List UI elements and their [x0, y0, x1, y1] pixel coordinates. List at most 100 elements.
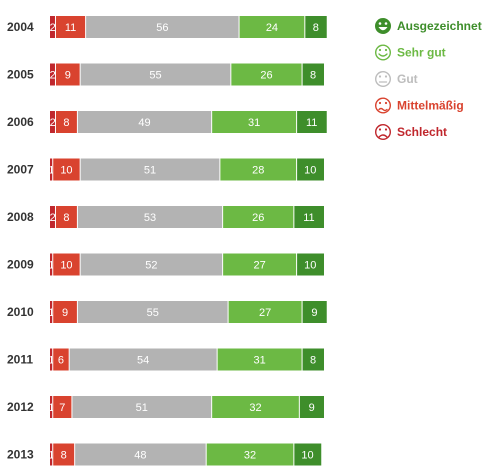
- bar-segment: [302, 301, 327, 323]
- bar-segment: [50, 348, 53, 371]
- data-label: 1: [48, 260, 54, 272]
- neutral-face-icon: [375, 70, 392, 87]
- legend-label: Sehr gut: [397, 46, 446, 60]
- data-label: 1: [48, 307, 54, 319]
- data-label: 52: [145, 260, 157, 272]
- data-label: 1: [48, 165, 54, 177]
- legend-label: Ausgezeichnet: [397, 19, 482, 33]
- unsure-face-icon: [375, 97, 392, 114]
- data-label: 7: [59, 402, 65, 414]
- year-label: 2004: [7, 20, 34, 34]
- legend-label: Schlecht: [397, 125, 447, 139]
- bar-segment: [74, 443, 207, 466]
- bar-segment: [77, 301, 229, 323]
- bar-segment: [69, 348, 218, 371]
- bar-segment: [222, 253, 297, 276]
- year-label: 2010: [7, 305, 34, 319]
- bar-segment: [296, 253, 324, 276]
- data-label: 24: [266, 22, 278, 34]
- bar-segment: [52, 396, 72, 418]
- bar-segment: [55, 206, 78, 228]
- legend-label: Mittelmäßig: [397, 99, 464, 113]
- data-label: 9: [309, 402, 315, 414]
- data-label: 10: [301, 450, 313, 462]
- data-label: 2: [50, 117, 56, 129]
- data-label: 2: [50, 22, 56, 34]
- data-label: 56: [156, 22, 168, 34]
- bar-segment: [52, 301, 78, 323]
- data-label: 55: [147, 307, 159, 319]
- bar-segment: [55, 111, 78, 133]
- data-label: 27: [259, 307, 271, 319]
- legend: Ausgezeichnet Sehr gut Gut Mittelmäßig Schle…: [375, 18, 482, 140]
- bar-segment: [77, 206, 223, 228]
- data-label: 2: [50, 70, 56, 82]
- bar-segment: [50, 158, 53, 181]
- bar-segment: [52, 443, 75, 466]
- data-label: 26: [260, 70, 272, 82]
- bar-segment: [302, 348, 324, 371]
- data-label: 9: [62, 307, 68, 319]
- happy-face-icon: [375, 44, 392, 61]
- bar-segment: [293, 206, 324, 228]
- year-label: 2012: [7, 400, 34, 414]
- bar-segment: [52, 158, 81, 181]
- data-label: 28: [252, 165, 264, 177]
- bar-segment: [85, 16, 240, 38]
- data-label: 27: [253, 260, 265, 272]
- bar-segment: [219, 158, 297, 181]
- year-label: 2007: [7, 163, 34, 177]
- data-label: 1: [48, 450, 54, 462]
- data-label: 8: [310, 355, 316, 367]
- bar-segment: [80, 158, 220, 181]
- bar-segment: [206, 443, 294, 466]
- data-label: 9: [65, 70, 71, 82]
- very-happy-face-icon: [375, 18, 391, 34]
- bar-segment: [55, 16, 86, 38]
- bar-segment: [228, 301, 303, 323]
- data-label: 10: [304, 260, 316, 272]
- bar-segment: [296, 158, 324, 181]
- bar-segment: [50, 253, 53, 276]
- year-label: 2005: [7, 68, 34, 82]
- bar-segment: [50, 111, 56, 133]
- bar-segment: [299, 396, 324, 418]
- bar-segment: [71, 396, 212, 418]
- bar-segment: [296, 111, 327, 133]
- data-label: 51: [136, 402, 148, 414]
- data-label: 9: [311, 307, 317, 319]
- bar-segment: [80, 63, 231, 86]
- bar-segment: [222, 206, 294, 228]
- data-label: 10: [60, 260, 72, 272]
- year-label: 2009: [7, 258, 34, 272]
- year-label: 2008: [7, 210, 34, 224]
- legend-label: Gut: [397, 72, 418, 86]
- data-label: 32: [249, 402, 261, 414]
- bar-segment: [50, 443, 53, 466]
- data-label: 10: [304, 165, 316, 177]
- bar-segment: [50, 206, 56, 228]
- bar-segment: [239, 16, 305, 38]
- year-label: 2013: [7, 448, 34, 462]
- data-label: 8: [310, 70, 316, 82]
- data-label: 8: [313, 22, 319, 34]
- bar-segment: [55, 63, 81, 86]
- data-label: 6: [58, 355, 64, 367]
- sad-face-icon: [375, 123, 392, 140]
- bar-segment: [217, 348, 303, 371]
- bar-segment: [50, 301, 53, 323]
- data-label: 54: [137, 355, 149, 367]
- bar-segment: [52, 253, 81, 276]
- data-label: 26: [252, 212, 264, 224]
- bar-segment: [302, 63, 324, 86]
- data-label: 32: [244, 450, 256, 462]
- data-label: 8: [63, 117, 69, 129]
- bar-segment: [77, 111, 212, 133]
- year-label: 2006: [7, 115, 34, 129]
- bar-segment: [304, 16, 327, 38]
- data-label: 8: [63, 212, 69, 224]
- bar-segment: [211, 396, 300, 418]
- bar-segment: [80, 253, 223, 276]
